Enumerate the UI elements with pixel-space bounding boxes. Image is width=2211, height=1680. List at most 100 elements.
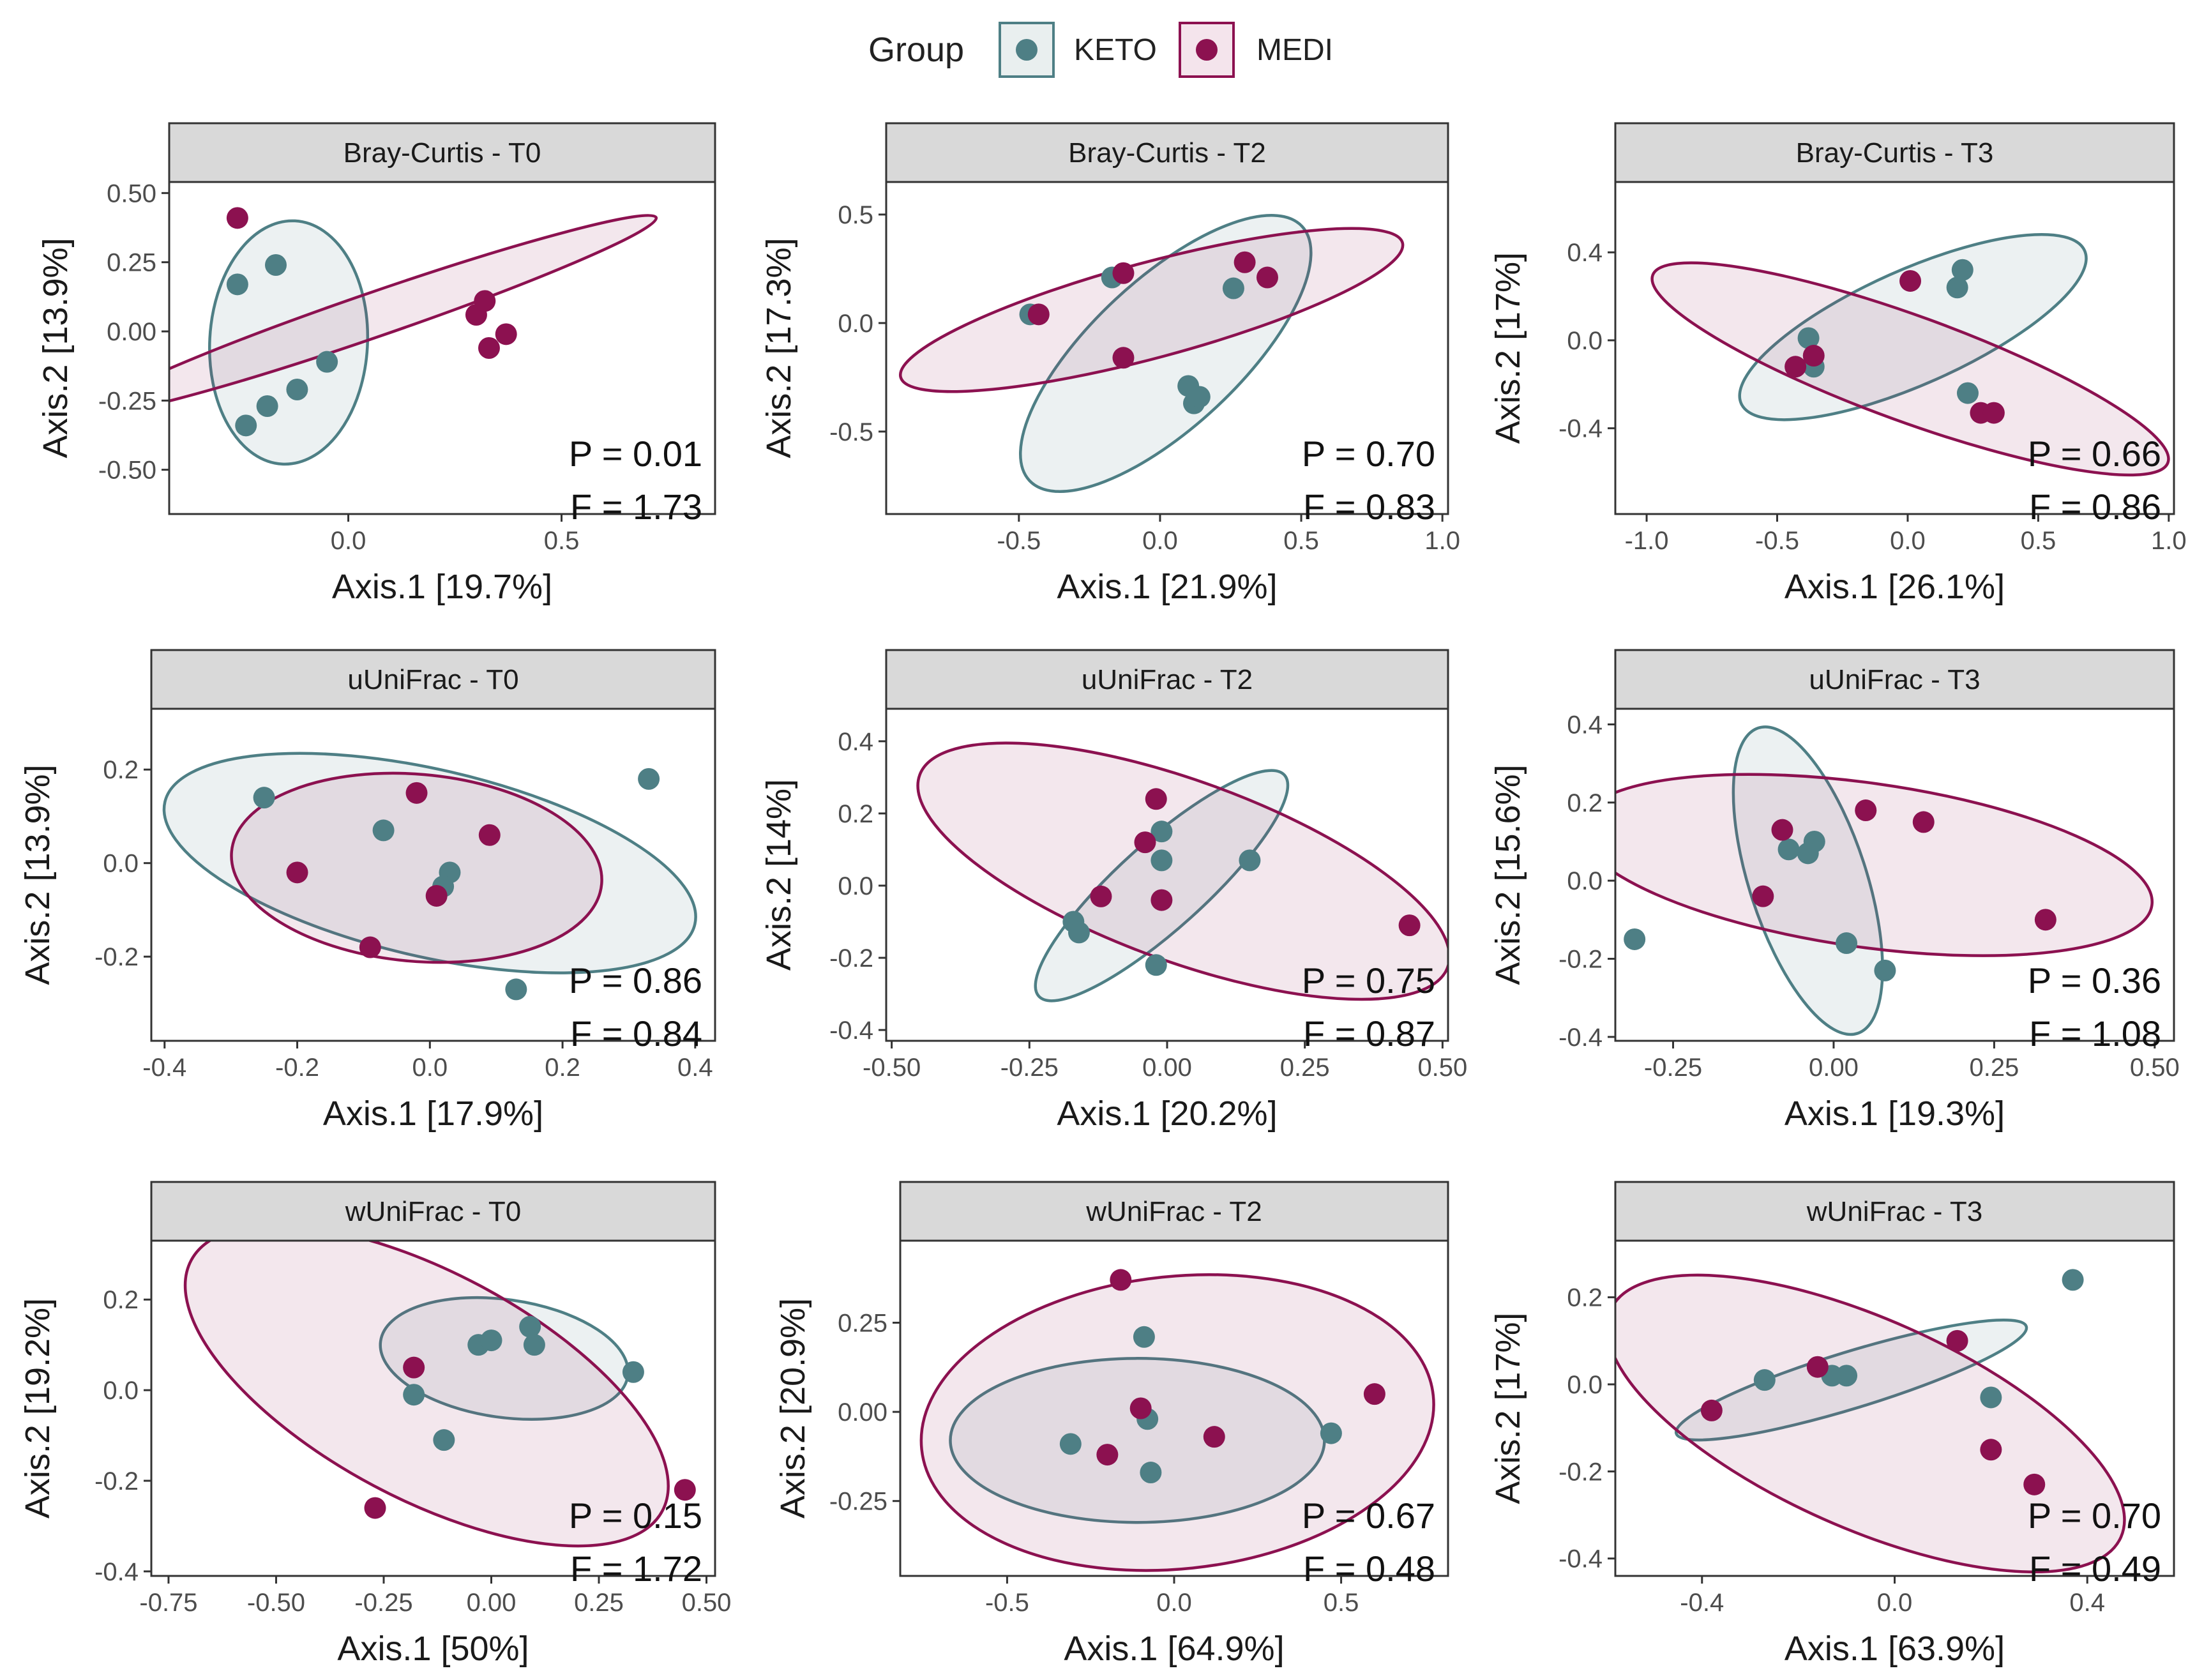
y-tick-label: 0.0 bbox=[1567, 327, 1603, 355]
x-tick-label: 0.0 bbox=[1890, 527, 1926, 555]
point-medi bbox=[2023, 1473, 2046, 1495]
x-tick-label: 0.50 bbox=[2130, 1054, 2180, 1082]
point-keto bbox=[1753, 1369, 1776, 1391]
x-tick-label: 1.0 bbox=[2151, 527, 2187, 555]
legend-label-medi: MEDI bbox=[1256, 33, 1333, 67]
panel-2: Bray-Curtis - T2-0.5 0.0 0.5 1.0-0.50.00.5A… bbox=[760, 122, 1460, 606]
panel-title: uUniFrac - T0 bbox=[347, 664, 518, 695]
point-keto bbox=[316, 351, 338, 373]
ellipse-keto bbox=[1738, 233, 2088, 421]
p-value-label: P = 0.75 bbox=[1302, 960, 1435, 1001]
plot-area bbox=[1615, 725, 2154, 1036]
x-tick-label: 0.50 bbox=[682, 1589, 732, 1617]
y-tick-label: -0.5 bbox=[829, 418, 873, 446]
point-medi bbox=[1112, 347, 1135, 369]
y-tick-label: 0.00 bbox=[838, 1398, 887, 1426]
y-tick-label: -0.2 bbox=[1558, 946, 1603, 974]
x-axis-title: Axis.1 [64.9%] bbox=[1064, 1630, 1284, 1668]
y-axis-title: Axis.2 [15.6%] bbox=[1489, 764, 1527, 985]
point-keto bbox=[403, 1384, 425, 1406]
y-tick-label: -0.25 bbox=[829, 1488, 887, 1516]
point-keto bbox=[480, 1329, 502, 1352]
y-tick-label: -0.50 bbox=[98, 457, 156, 485]
x-axis-title: Axis.1 [17.9%] bbox=[323, 1094, 543, 1133]
ellipse-medi bbox=[183, 1241, 670, 1548]
y-tick-label: 0.2 bbox=[1567, 789, 1603, 817]
point-medi bbox=[1785, 356, 1807, 378]
point-medi bbox=[1899, 269, 1922, 292]
point-medi bbox=[474, 290, 496, 312]
panel-title: Bray-Curtis - T3 bbox=[1796, 137, 1994, 169]
point-medi bbox=[1096, 1444, 1119, 1466]
point-medi bbox=[359, 936, 381, 958]
panel-title: uUniFrac - T3 bbox=[1809, 664, 1980, 695]
point-medi bbox=[1912, 811, 1935, 833]
y-tick-label: 0.4 bbox=[838, 728, 873, 756]
panel-title: wUniFrac - T0 bbox=[345, 1196, 521, 1227]
f-statistic-label: F = 1.73 bbox=[570, 487, 702, 527]
point-keto bbox=[1777, 838, 1800, 861]
x-axis-title: Axis.1 [63.9%] bbox=[1785, 1630, 2005, 1668]
ellipse-medi bbox=[169, 214, 658, 416]
y-tick-label: -0.4 bbox=[1558, 1024, 1603, 1052]
y-tick-label: 0.2 bbox=[103, 1286, 139, 1314]
p-value-label: P = 0.01 bbox=[569, 434, 702, 474]
x-tick-label: 0.00 bbox=[1809, 1054, 1859, 1082]
panel-strip bbox=[1614, 1181, 2175, 1242]
panel-strip bbox=[899, 1181, 1449, 1242]
y-axis-title: Axis.2 [19.2%] bbox=[19, 1298, 57, 1518]
point-medi bbox=[1398, 914, 1421, 937]
ellipse-medi bbox=[1650, 261, 2170, 477]
plot-area bbox=[919, 1269, 1435, 1572]
x-tick-label: 0.5 bbox=[544, 527, 580, 555]
p-value-label: P = 0.70 bbox=[1302, 434, 1435, 474]
y-tick-label: -0.2 bbox=[829, 944, 873, 972]
ellipse-keto bbox=[162, 752, 697, 974]
point-medi bbox=[1980, 1439, 2002, 1461]
x-axis-title: Axis.1 [20.2%] bbox=[1057, 1094, 1277, 1133]
point-keto bbox=[372, 819, 395, 842]
plot-area bbox=[1650, 233, 2170, 477]
y-tick-label: 0.0 bbox=[103, 850, 139, 878]
point-keto bbox=[286, 379, 308, 400]
point-medi bbox=[1363, 1383, 1385, 1405]
x-tick-label: 0.25 bbox=[1280, 1054, 1330, 1082]
panel-5: uUniFrac - T2 -0.50 -0.25 0.00 0.25 0.50 -0.4 -… bbox=[760, 649, 1467, 1133]
x-tick-label: -0.50 bbox=[863, 1054, 921, 1082]
point-medi bbox=[286, 861, 308, 884]
p-value-label: P = 0.66 bbox=[2028, 434, 2161, 474]
y-tick-label: 0.0 bbox=[1567, 1371, 1603, 1399]
y-axis-title: Axis.2 [14%] bbox=[760, 779, 798, 971]
point-keto bbox=[1151, 821, 1173, 843]
x-axis-title: Axis.1 [21.9%] bbox=[1057, 568, 1277, 606]
x-tick-label: -0.5 bbox=[1755, 527, 1799, 555]
point-keto bbox=[1140, 1462, 1162, 1484]
ellipse-keto bbox=[208, 219, 370, 466]
panel-title: wUniFrac - T2 bbox=[1085, 1196, 1262, 1227]
x-tick-label: 0.0 bbox=[331, 527, 366, 555]
ellipse-medi bbox=[898, 227, 1405, 393]
x-tick-label: 0.25 bbox=[574, 1589, 624, 1617]
point-keto bbox=[1222, 277, 1244, 299]
point-medi bbox=[364, 1497, 386, 1519]
panel-1: Bray-Curtis - T0 0.0 0.5 -0.50 -0.25 0.00 0.25… bbox=[36, 122, 716, 606]
point-keto bbox=[638, 768, 660, 790]
panel-9: wUniFrac - T3 -0.4 0.0 0.4 -0.4 -0.2 0.0 0.2 Axi… bbox=[1489, 1181, 2175, 1668]
x-tick-label: -0.2 bbox=[275, 1054, 319, 1082]
x-tick-label: 0.50 bbox=[1417, 1054, 1467, 1082]
point-medi bbox=[1145, 788, 1167, 810]
point-keto bbox=[1059, 1433, 1082, 1455]
x-axis-title: Axis.1 [19.7%] bbox=[332, 568, 552, 606]
x-tick-label: -0.75 bbox=[139, 1589, 197, 1617]
point-medi bbox=[405, 782, 428, 804]
y-tick-label: -0.4 bbox=[94, 1558, 139, 1586]
point-medi bbox=[674, 1479, 696, 1501]
plot-area bbox=[898, 214, 1405, 493]
panel-title: uUniFrac - T2 bbox=[1082, 664, 1253, 695]
y-axis-title: Axis.2 [17%] bbox=[1489, 252, 1527, 444]
p-value-label: P = 0.15 bbox=[569, 1495, 702, 1536]
point-keto bbox=[1956, 382, 1979, 404]
point-medi bbox=[1090, 885, 1112, 907]
panel-title: Bray-Curtis - T2 bbox=[1068, 137, 1266, 169]
point-medi bbox=[1855, 799, 1877, 822]
